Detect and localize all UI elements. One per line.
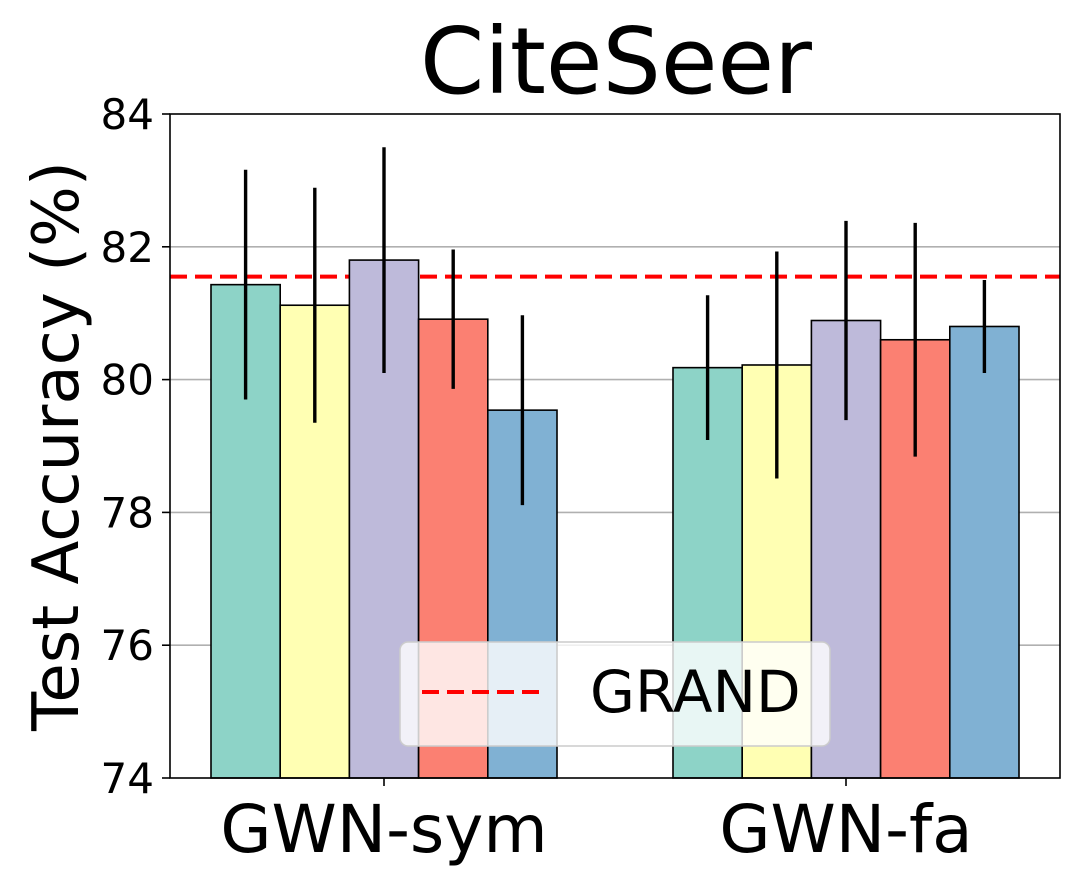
y-tick-label-78: 78: [101, 488, 154, 537]
y-tick-label-76: 76: [101, 621, 154, 670]
legend: GRAND: [399, 641, 831, 747]
x-tick-label-GWN-fa: GWN-fa: [719, 791, 972, 868]
error-bars: [243, 147, 987, 506]
y-tick-label-84: 84: [101, 90, 154, 139]
y-tick-label-82: 82: [101, 223, 154, 272]
bar-GWN-fa-series-5: [948, 325, 1020, 779]
chart-title: CiteSeer: [420, 8, 812, 115]
x-tick-label-GWN-sym: GWN-sym: [220, 791, 547, 868]
x-axis: GWN-sym GWN-fa: [220, 778, 973, 868]
legend-label-grand: GRAND: [590, 658, 801, 726]
y-tick-label-80: 80: [101, 356, 154, 405]
legend-box: [399, 641, 831, 747]
y-axis-label: Test Accuracy (%): [20, 161, 94, 732]
y-tick-label-74: 74: [101, 754, 154, 803]
plot-frame: [169, 113, 1061, 779]
y-axis: 74 76 78 80 82 84: [101, 90, 170, 803]
